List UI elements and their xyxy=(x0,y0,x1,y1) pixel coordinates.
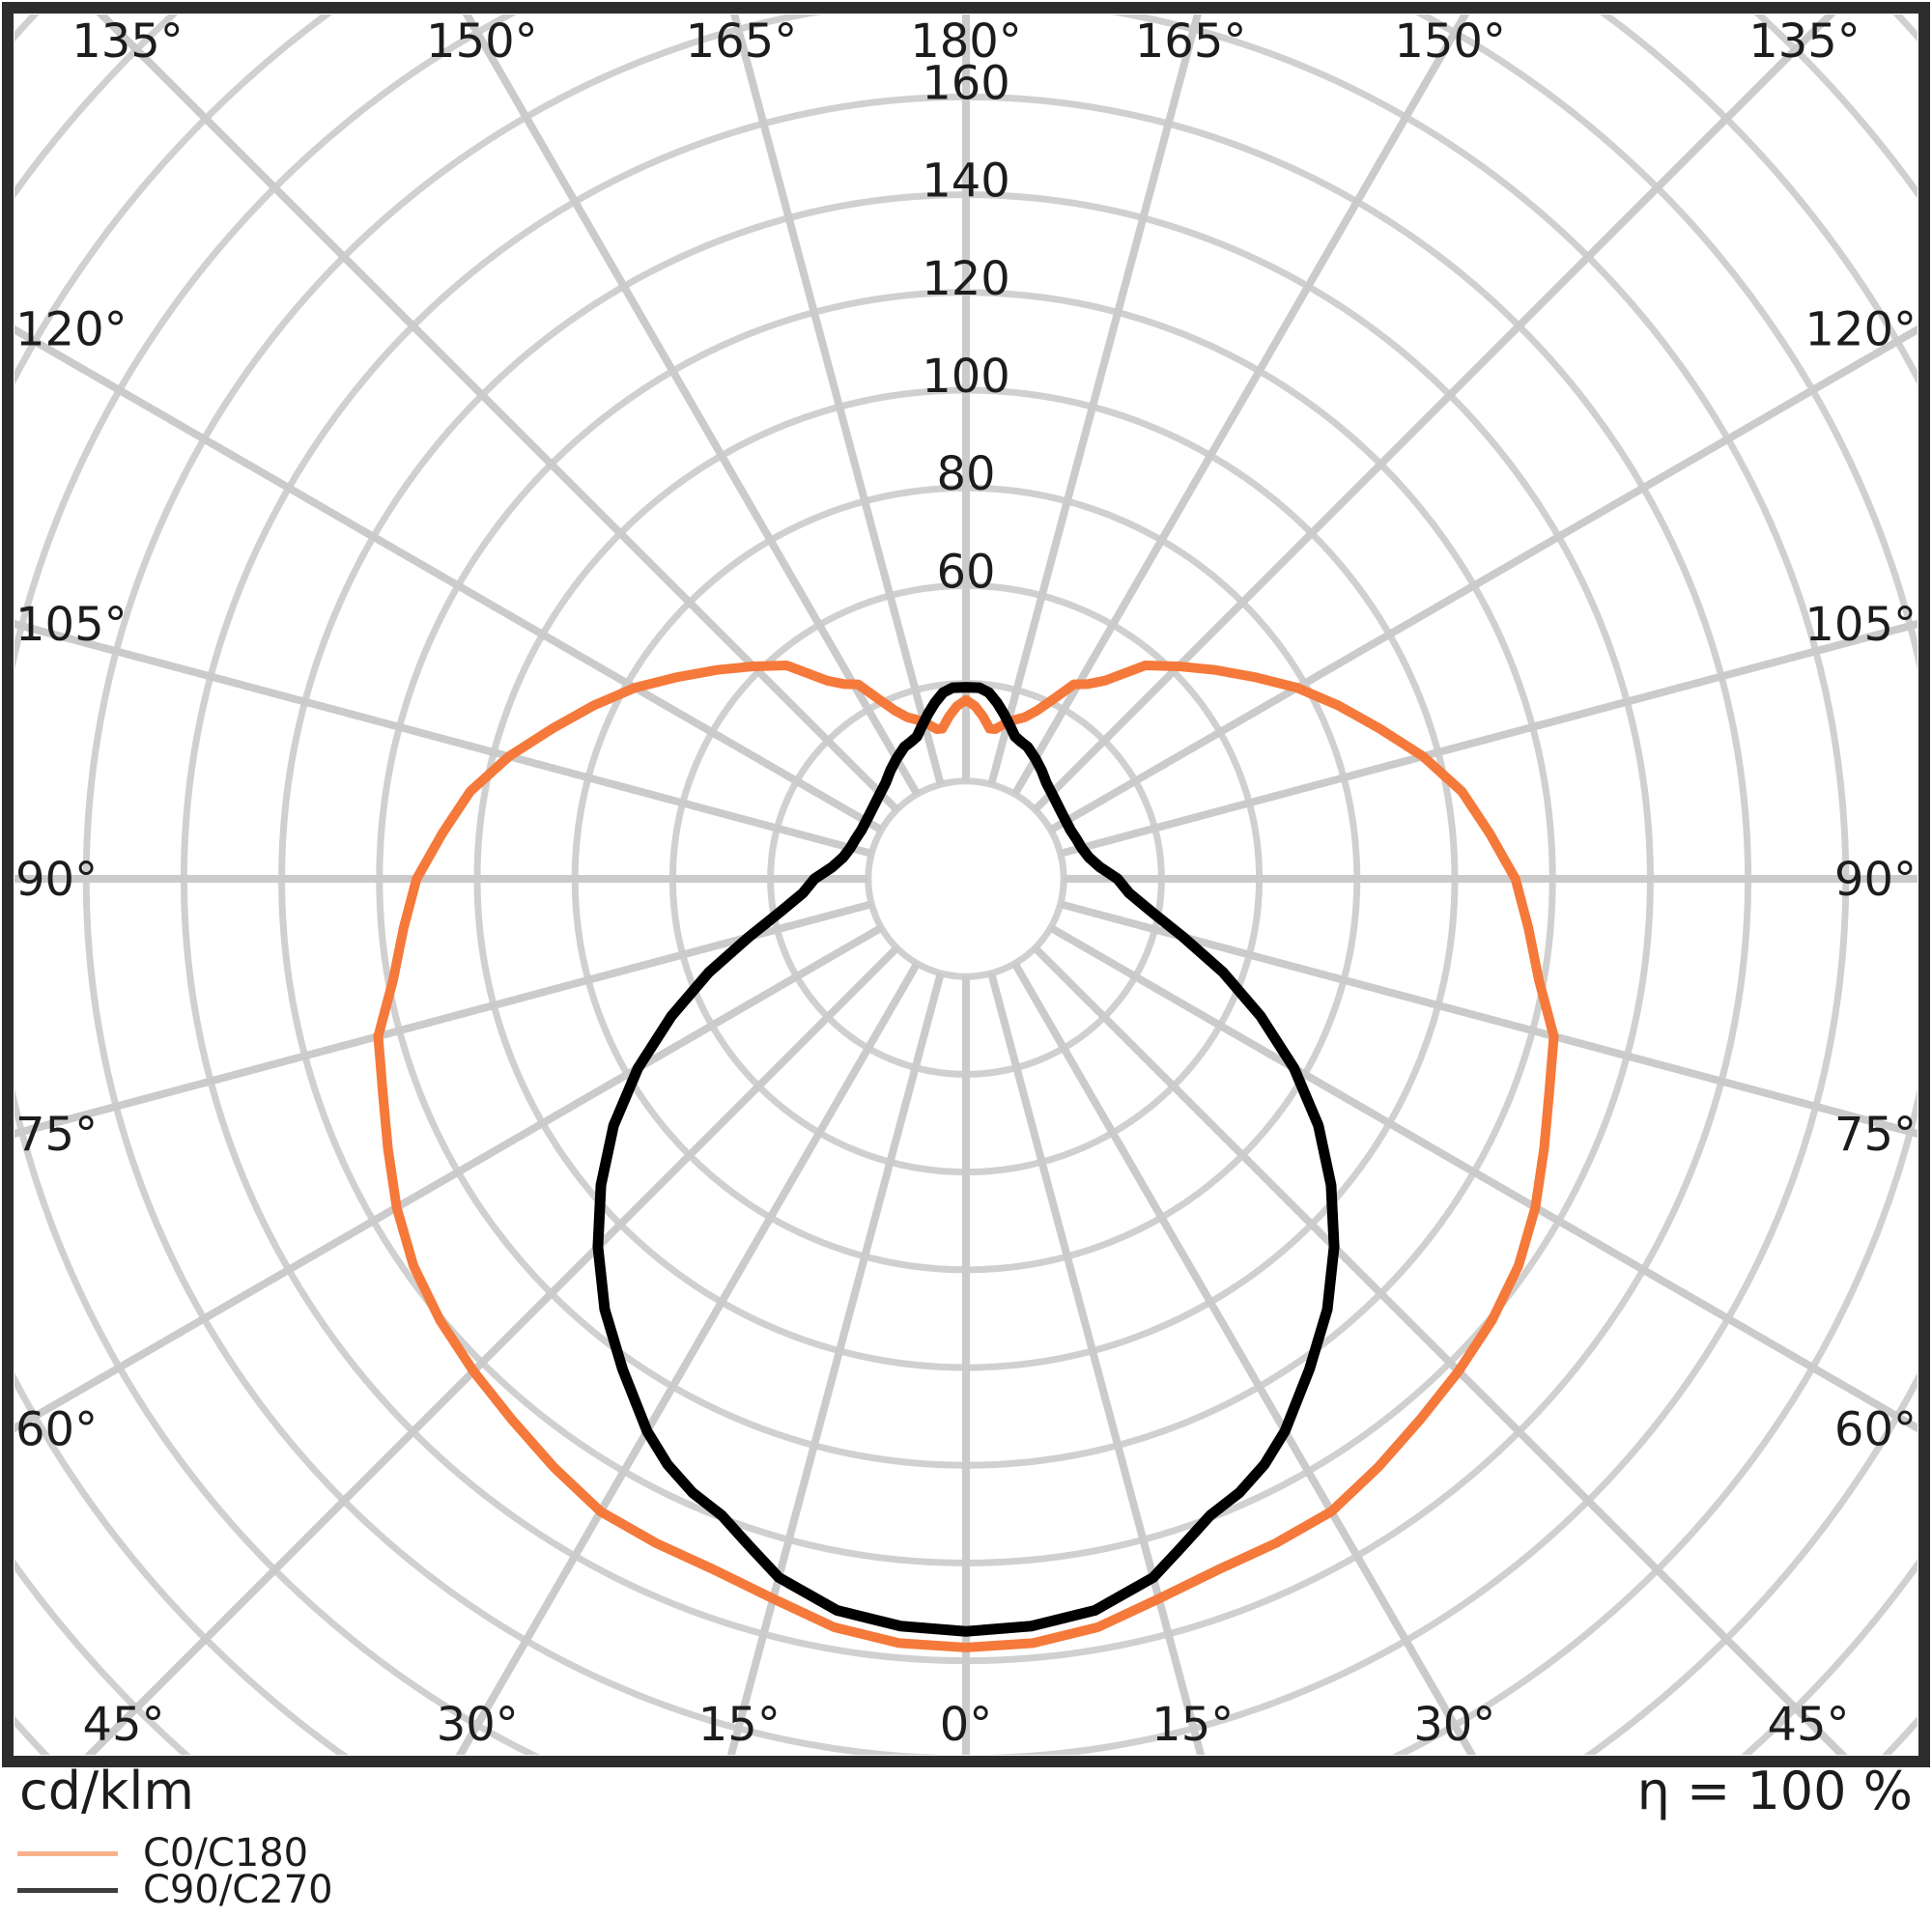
angle-label-right: 75° xyxy=(1834,1108,1917,1162)
radial-tick-label: 100 xyxy=(922,350,1010,404)
legend-item: C0/C180 xyxy=(17,1831,333,1876)
angle-label-top: 150° xyxy=(426,14,538,69)
bottom-annotation-row: cd/klm η = 100 % xyxy=(19,1765,1913,1823)
angle-label-left: 90° xyxy=(15,853,98,907)
grid-spoke xyxy=(84,945,900,1755)
grid-spoke xyxy=(14,900,873,1139)
radial-tick-label: 60 xyxy=(936,545,995,599)
grid-spoke xyxy=(1048,324,1918,833)
grid-spoke xyxy=(1011,14,1470,797)
legend-item: C90/C270 xyxy=(17,1868,333,1912)
radial-tick-label: 80 xyxy=(936,447,995,501)
angle-label-top: 135° xyxy=(1748,14,1861,69)
angle-label-bottom: 15° xyxy=(698,1698,781,1752)
angle-label-bottom: 30° xyxy=(1413,1698,1495,1752)
grid-spoke xyxy=(730,14,945,786)
grid-spoke xyxy=(987,972,1206,1755)
grid-ring xyxy=(865,777,1067,980)
curve-c0-c180 xyxy=(373,661,1559,1652)
grid-spoke xyxy=(462,14,921,797)
grid-spoke xyxy=(455,961,921,1755)
angle-label-left: 60° xyxy=(15,1402,98,1456)
angle-label-top: 150° xyxy=(1394,14,1506,69)
angle-label-bottom: 0° xyxy=(940,1698,993,1752)
angle-label-top: 165° xyxy=(1135,14,1247,69)
angle-label-left: 75° xyxy=(15,1108,98,1162)
radial-tick-label: 120 xyxy=(922,252,1010,306)
legend-label: C90/C270 xyxy=(143,1868,333,1912)
legend-swatch-c90-c270 xyxy=(17,1887,118,1893)
efficiency-label: η = 100 % xyxy=(1636,1761,1913,1821)
grid-spoke xyxy=(1032,14,1836,813)
angle-label-right: 120° xyxy=(1804,303,1917,357)
grid-spoke xyxy=(726,972,945,1755)
angle-label-top: 135° xyxy=(71,14,184,69)
grid-spoke xyxy=(1048,924,1918,1433)
grid-spoke xyxy=(1059,900,1918,1139)
angle-label-bottom: 15° xyxy=(1151,1698,1234,1752)
radial-tick-label: 160 xyxy=(922,56,1010,110)
grid-spoke xyxy=(96,14,900,813)
plot-frame xyxy=(2,2,1930,1767)
grid-spoke xyxy=(1059,619,1918,858)
grid-spoke xyxy=(987,14,1202,786)
angle-label-left: 105° xyxy=(15,598,128,652)
grid-spoke xyxy=(14,924,884,1433)
angle-label-right: 90° xyxy=(1834,853,1917,907)
angle-label-top: 165° xyxy=(686,14,798,69)
radial-tick-label: 140 xyxy=(922,155,1010,209)
angle-label-top: 180° xyxy=(910,14,1022,69)
grid-spoke xyxy=(14,324,884,833)
grid-spoke xyxy=(1011,961,1477,1755)
angle-label-bottom: 45° xyxy=(1767,1698,1849,1752)
curve-c90-c270 xyxy=(592,682,1340,1637)
angle-label-left: 120° xyxy=(15,303,128,357)
legend-label: C0/C180 xyxy=(143,1831,309,1876)
radial-unit-label: cd/klm xyxy=(19,1761,195,1821)
chart-legend: C0/C180 C90/C270 xyxy=(17,1831,333,1912)
angle-label-right: 105° xyxy=(1804,598,1917,652)
angle-label-bottom: 45° xyxy=(82,1698,164,1752)
grid-spoke xyxy=(1032,945,1848,1755)
angle-label-bottom: 30° xyxy=(437,1698,519,1752)
legend-swatch-c0-c180 xyxy=(17,1850,118,1856)
grid-spoke xyxy=(14,619,873,858)
angle-label-right: 60° xyxy=(1834,1402,1917,1456)
